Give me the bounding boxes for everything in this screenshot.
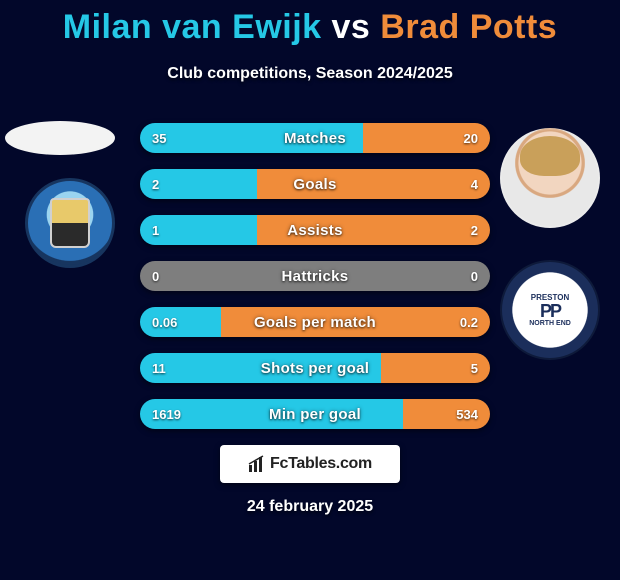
bar-right-fill (257, 215, 490, 245)
stat-row: 12Assists (140, 215, 490, 245)
bar-right-fill (257, 169, 490, 199)
stat-row: 0.060.2Goals per match (140, 307, 490, 337)
title-player2: Brad Potts (380, 8, 557, 46)
crest-shield-icon (50, 198, 90, 248)
player2-photo (500, 128, 600, 228)
bar-left-fill (140, 307, 221, 337)
player1-photo (5, 121, 115, 155)
bar-right-fill (381, 353, 490, 383)
footer-logo-text: FcTables.com (270, 455, 372, 473)
stat-row: 115Shots per goal (140, 353, 490, 383)
bar-left-fill (140, 123, 363, 153)
bar-left-fill (140, 353, 381, 383)
bar-right-fill (315, 261, 490, 291)
bar-right-fill (221, 307, 490, 337)
player1-club-crest (25, 178, 115, 268)
stat-row: 24Goals (140, 169, 490, 199)
stats-bars: 3520Matches 24Goals 12Assists 00Hattricks 0.… (140, 123, 490, 445)
fctables-logo: FcTables.com (220, 445, 400, 483)
footer-date: 24 february 2025 (0, 498, 620, 516)
bar-left-fill (140, 399, 403, 429)
bar-left-fill (140, 261, 315, 291)
bar-right-fill (363, 123, 490, 153)
title-vs: vs (322, 8, 381, 46)
subtitle: Club competitions, Season 2024/2025 (0, 65, 620, 83)
bar-right-fill (403, 399, 490, 429)
stat-row: 3520Matches (140, 123, 490, 153)
page-title: Milan van Ewijk vs Brad Potts (0, 0, 620, 47)
stat-row: 00Hattricks (140, 261, 490, 291)
bar-left-fill (140, 169, 257, 199)
crest-lamb-icon: PRESTON PP NORTH END (529, 294, 571, 327)
bar-left-fill (140, 215, 257, 245)
player2-club-crest: PRESTON PP NORTH END (500, 260, 600, 360)
stat-row: 1619534Min per goal (140, 399, 490, 429)
title-player1: Milan van Ewijk (63, 8, 322, 46)
bars-icon (248, 455, 266, 473)
